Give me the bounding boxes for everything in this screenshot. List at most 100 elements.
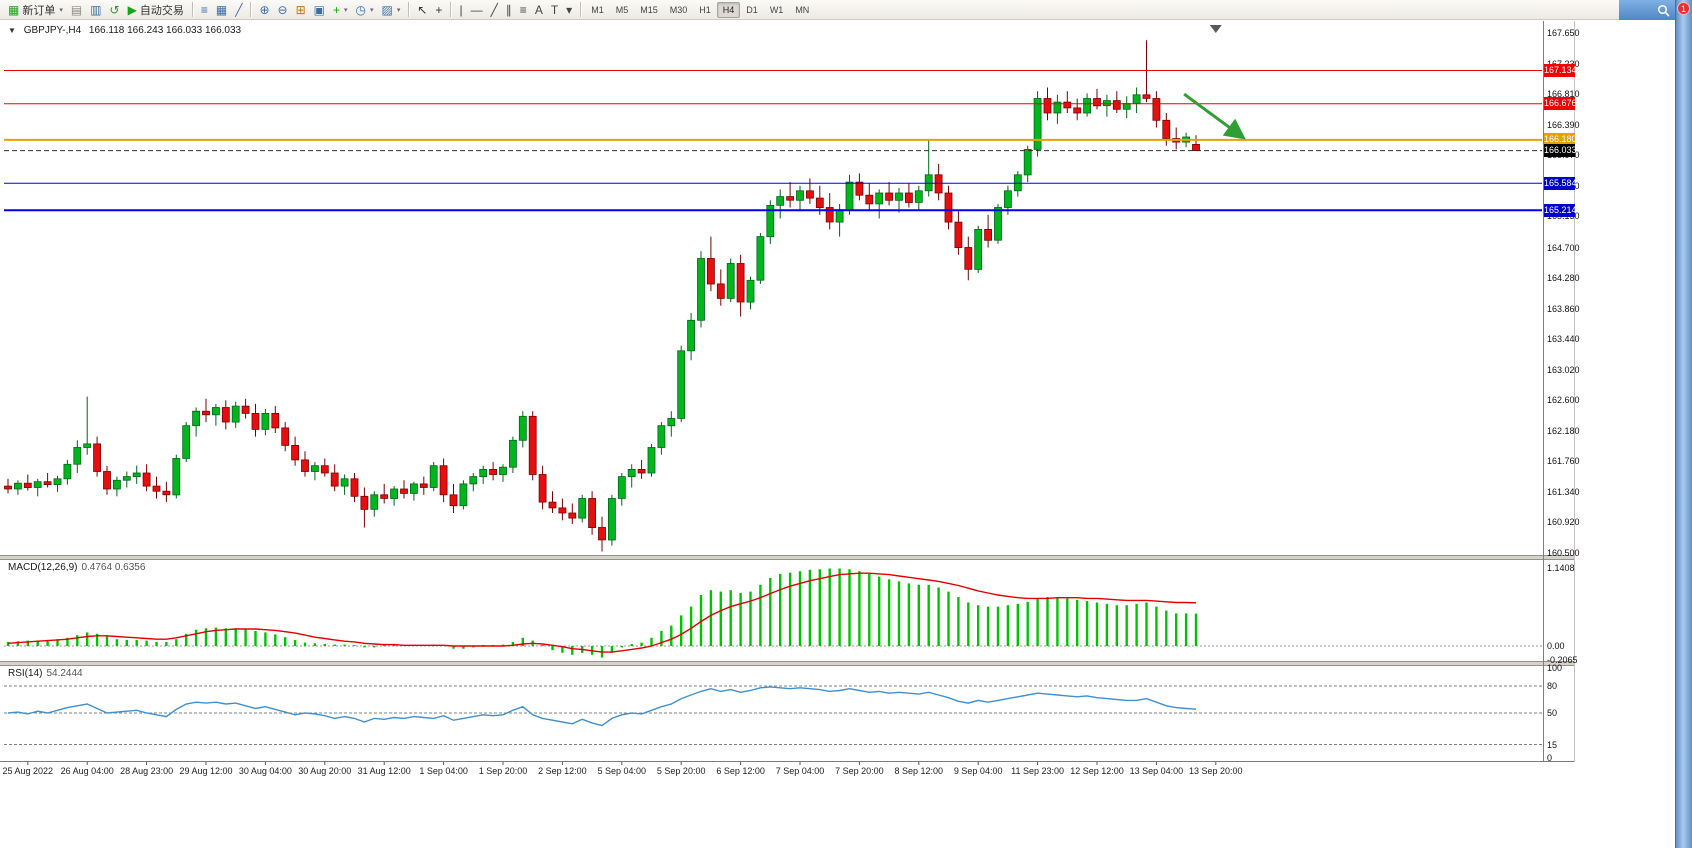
new-window-icon[interactable]: ▣: [311, 1, 328, 19]
data-window-icon[interactable]: ▥: [87, 1, 104, 19]
rsi-pane-divider[interactable]: [0, 661, 1574, 666]
chart-window-border: [1574, 21, 1575, 762]
trend-arrow-annotation[interactable]: [1183, 92, 1246, 140]
macd-pane-title: MACD(12,26,9) 0.4764 0.6356: [8, 562, 146, 573]
time-axis-label: 11 Sep 23:00: [1011, 766, 1065, 776]
price-axis-label: 167.650: [1547, 28, 1580, 38]
timeframe-button-m5[interactable]: M5: [615, 4, 629, 15]
channel-icon[interactable]: ∥: [503, 1, 515, 19]
indicators-icon[interactable]: + ▾: [330, 1, 351, 19]
time-axis-label: 12 Sep 12:00: [1070, 766, 1124, 776]
macd-pane-divider[interactable]: [0, 555, 1574, 560]
price-axis-label: 160.920: [1547, 517, 1580, 528]
rsi-axis-label: 80: [1547, 681, 1558, 691]
zoom-out-icon[interactable]: ⊖: [275, 1, 291, 19]
shapes-icon[interactable]: ▾: [563, 1, 575, 19]
templates-icon[interactable]: ▨ ▾: [379, 1, 404, 19]
time-axis-label: 25 Aug 2022: [2, 766, 54, 776]
price-line-badge: 166.033: [1544, 144, 1577, 158]
time-axis-label: 5 Sep 20:00: [656, 766, 706, 776]
new-order-button[interactable]: ▦ 新订单 ▾: [5, 1, 66, 19]
new-window-icon: ▣: [313, 2, 325, 17]
horizontal-line-icon: —: [470, 2, 483, 17]
macd-axis-label: 1.1408: [1547, 563, 1575, 574]
candlestick-icon: ▦: [215, 2, 228, 17]
trendline-icon[interactable]: ╱: [488, 1, 501, 19]
price-axis-label: 161.340: [1547, 486, 1580, 497]
line-chart-icon[interactable]: ╱: [232, 1, 245, 19]
timeframe-button-d1[interactable]: D1: [746, 4, 758, 15]
timeframe-button-m30[interactable]: M30: [669, 4, 688, 15]
periods-icon[interactable]: ◷ ▾: [353, 1, 377, 19]
notification-badge[interactable]: 1: [1677, 2, 1690, 15]
window-scrollbar[interactable]: [1675, 0, 1692, 848]
price-axis-label: 166.810: [1547, 89, 1580, 100]
refresh-icon[interactable]: ↺: [107, 1, 123, 19]
crosshair-icon[interactable]: +: [432, 1, 445, 19]
new-order-icon: ▦: [8, 2, 20, 17]
toolbar: ▦ 新订单 ▾ ▤ ▥ ↺ ▶ 自动交易 ≡ ▦ ╱ ⊕ ⊖ ⊞ ▣ + ▾ ◷ ▾ ▨ ▾ ↖ + | — ╱ ∥ ≡ A T ▾ M1 M5…: [0, 0, 1692, 20]
horizontal-line-icon[interactable]: —: [468, 1, 486, 19]
text-icon: A: [534, 2, 543, 17]
price-line-badge: 165.214: [1544, 203, 1577, 217]
time-axis-label: 31 Aug 12:00: [357, 766, 411, 776]
time-axis-label: 28 Aug 23:00: [120, 766, 174, 776]
tile-windows-icon[interactable]: ⊞: [293, 1, 309, 19]
autotrading-button[interactable]: ▶ 自动交易: [125, 1, 187, 19]
timeframe-button-h4[interactable]: H4: [716, 1, 741, 18]
cursor-icon[interactable]: ↖: [414, 1, 430, 19]
data-window-icon: ▥: [90, 2, 102, 17]
chart-ohlc-values: 166.118 166.243 166.033 166.033: [88, 25, 242, 36]
vertical-line-icon[interactable]: |: [456, 1, 465, 19]
label-icon[interactable]: T: [548, 1, 561, 19]
one-click-trading-toggle[interactable]: ▼: [8, 26, 16, 35]
time-axis-label: 29 Aug 12:00: [179, 766, 233, 776]
price-axis-label: 164.700: [1547, 242, 1580, 253]
zoom-in-icon[interactable]: ⊕: [256, 1, 272, 19]
time-axis-label: 30 Aug 04:00: [238, 766, 292, 776]
candlesticks: [4, 40, 1200, 552]
timeframe-button-m1[interactable]: M1: [591, 4, 604, 15]
zoom-in-icon: ⊕: [259, 2, 270, 17]
timeframe-button-w1[interactable]: W1: [769, 4, 784, 15]
timeframe-button-m15[interactable]: M15: [640, 4, 658, 15]
search-icon[interactable]: [1657, 4, 1670, 17]
price-line-badge: 166.180: [1544, 133, 1577, 147]
candlestick-icon[interactable]: ▦: [213, 1, 230, 19]
fibonacci-icon[interactable]: ≡: [517, 1, 530, 19]
periods-icon: ◷: [355, 2, 366, 17]
channel-icon: ∥: [505, 2, 512, 17]
time-axis-label: 13 Sep 20:00: [1189, 766, 1243, 776]
rsi-axis-label: 50: [1547, 708, 1558, 718]
chart-symbol-period: GBPJPY-,H4: [23, 25, 82, 36]
timeframe-button-mn[interactable]: MN: [795, 4, 810, 15]
vertical-line-icon: |: [459, 2, 463, 17]
time-axis-separator: [0, 761, 1574, 762]
ohlc-bars-icon[interactable]: ≡: [198, 1, 211, 19]
autotrading-button-label: 自动交易: [139, 4, 184, 17]
toolbar-separator: [250, 2, 252, 17]
refresh-icon: ↺: [109, 2, 120, 17]
price-axis-label: 163.860: [1547, 303, 1580, 314]
text-icon[interactable]: A: [532, 1, 546, 19]
new-order-button-label: 新订单: [22, 4, 56, 17]
autotrading-play-icon: ▶: [127, 2, 137, 17]
time-axis-label: 7 Sep 04:00: [775, 766, 825, 776]
horizontal-price-lines[interactable]: [4, 70, 1542, 212]
price-line-badge: 165.584: [1544, 176, 1577, 190]
annotations[interactable]: [1183, 25, 1246, 140]
time-axis-label: 5 Sep 04:00: [597, 766, 647, 776]
timeframe-button-h1[interactable]: H1: [699, 4, 711, 15]
time-axis-label: 9 Sep 04:00: [953, 766, 1003, 776]
price-axis-label: 164.280: [1547, 273, 1580, 284]
rsi-indicator: [4, 685, 1542, 745]
chart-shift-marker[interactable]: [1209, 25, 1222, 33]
print-icon[interactable]: ▤: [68, 1, 85, 19]
time-axis-label: 7 Sep 20:00: [835, 766, 884, 776]
price-axis-label: 161.760: [1547, 456, 1580, 467]
time-axis-label: 1 Sep 20:00: [478, 766, 528, 776]
chart-header: ▼ GBPJPY-,H4 166.118 166.243 166.033 166…: [8, 25, 241, 36]
cursor-icon: ↖: [417, 2, 428, 17]
toolbar-separator: [580, 2, 582, 17]
